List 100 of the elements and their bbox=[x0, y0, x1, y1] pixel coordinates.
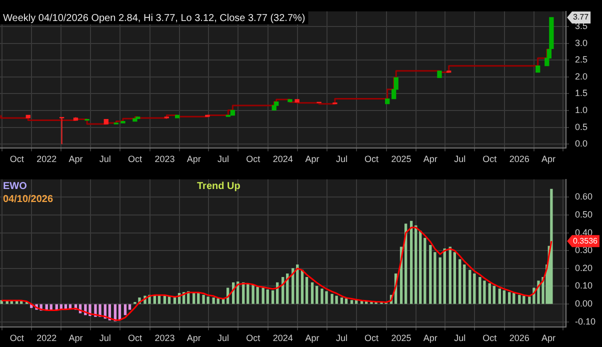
text: 3.77 bbox=[573, 12, 590, 22]
y-tick-label: 0.0 bbox=[575, 138, 588, 149]
bar bbox=[128, 304, 132, 310]
bar bbox=[424, 238, 426, 304]
x-tick-label: Jul bbox=[218, 154, 230, 164]
candlestick bbox=[230, 110, 236, 116]
candlestick bbox=[175, 114, 180, 118]
x-tick-label: Jul bbox=[336, 154, 348, 164]
candlestick bbox=[385, 98, 390, 104]
bar bbox=[340, 297, 344, 304]
bar bbox=[310, 282, 314, 304]
x-tick-label: Oct bbox=[364, 333, 379, 344]
x-tick-label: Jul bbox=[336, 333, 348, 344]
bar bbox=[434, 252, 436, 304]
bar bbox=[206, 296, 210, 304]
x-tick-label: 2025 bbox=[391, 333, 412, 344]
bar bbox=[271, 290, 274, 304]
x-tick-label: 2024 bbox=[272, 154, 293, 164]
candlestick bbox=[437, 70, 442, 78]
x-tick-label: 2023 bbox=[154, 333, 175, 344]
x-tick-label: 2022 bbox=[36, 333, 57, 344]
bar bbox=[256, 286, 259, 304]
bar bbox=[492, 286, 496, 304]
bar bbox=[453, 252, 456, 304]
bar bbox=[550, 188, 553, 304]
text: 0.3536 bbox=[573, 236, 598, 246]
bar bbox=[315, 286, 318, 304]
bar bbox=[483, 280, 486, 304]
x-tick-label: Oct bbox=[482, 154, 498, 164]
x-tick-label: Oct bbox=[364, 154, 379, 164]
bar bbox=[508, 292, 511, 304]
y-tick-label: 0.5 bbox=[575, 122, 588, 132]
bar bbox=[488, 283, 491, 304]
x-tick-label: Oct bbox=[10, 154, 24, 164]
bar bbox=[414, 225, 418, 304]
bar bbox=[473, 273, 476, 304]
bar bbox=[429, 244, 432, 304]
x-tick-label: Oct bbox=[246, 333, 261, 344]
bar bbox=[262, 288, 264, 304]
y-tick-label: 0.40 bbox=[575, 227, 593, 238]
x-tick-label: 2023 bbox=[154, 154, 175, 164]
x-tick-label: Apr bbox=[542, 333, 556, 344]
y-tick-label: 0.00 bbox=[575, 298, 593, 309]
x-tick-label: 2026 bbox=[509, 154, 530, 164]
bar bbox=[448, 246, 452, 304]
x-tick-label: 2022 bbox=[36, 154, 57, 164]
x-tick-label: Oct bbox=[10, 333, 24, 344]
y-tick-label: 0.10 bbox=[575, 280, 593, 291]
bar bbox=[168, 296, 171, 304]
bar bbox=[360, 301, 364, 304]
x-tick-label: Oct bbox=[246, 154, 261, 164]
x-tick-label: Jul bbox=[454, 154, 466, 164]
x-tick-label: Apr bbox=[305, 154, 320, 164]
bar bbox=[118, 304, 122, 320]
y-tick-label: 0.30 bbox=[575, 245, 593, 256]
y-tick-label: 0.50 bbox=[575, 210, 593, 220]
bar bbox=[305, 277, 308, 304]
x-tick-label: Apr bbox=[542, 154, 556, 164]
bar bbox=[163, 296, 166, 304]
bar bbox=[458, 259, 462, 304]
bar bbox=[173, 297, 176, 304]
bar bbox=[216, 298, 220, 304]
x-tick-label: Jul bbox=[99, 333, 111, 344]
bar bbox=[498, 288, 501, 304]
bar bbox=[202, 294, 205, 304]
x-tick-label: Apr bbox=[423, 154, 438, 164]
bar bbox=[468, 270, 472, 304]
x-tick-label: Apr bbox=[68, 154, 83, 164]
y-tick-label: 2.5 bbox=[575, 54, 588, 65]
x-tick-label: 2024 bbox=[272, 333, 293, 344]
bar bbox=[55, 304, 58, 310]
bar bbox=[124, 304, 127, 316]
bar bbox=[502, 290, 506, 304]
y-tick-label: 1.5 bbox=[575, 88, 588, 98]
x-tick-label: Apr bbox=[186, 333, 201, 344]
bar bbox=[419, 230, 422, 304]
candlestick bbox=[294, 99, 300, 102]
x-tick-label: Jul bbox=[218, 333, 230, 344]
x-tick-label: Jul bbox=[99, 154, 111, 164]
y-tick-label: 0.20 bbox=[575, 262, 593, 273]
candlestick bbox=[272, 105, 276, 111]
x-tick-label: 2025 bbox=[391, 154, 412, 164]
bar bbox=[266, 289, 269, 304]
bar bbox=[463, 264, 466, 304]
bar bbox=[518, 294, 521, 304]
text: 04/10/2026 bbox=[3, 194, 54, 206]
x-tick-label: Jul bbox=[454, 333, 466, 344]
x-tick-label: Oct bbox=[128, 154, 142, 164]
annotation: Trend Up bbox=[197, 181, 240, 192]
x-tick-label: Apr bbox=[305, 333, 320, 344]
bar bbox=[212, 297, 215, 304]
bar bbox=[350, 300, 354, 304]
bar bbox=[300, 270, 304, 304]
bar bbox=[410, 220, 413, 304]
y-tick-label: 2.0 bbox=[575, 71, 588, 82]
bar bbox=[438, 257, 442, 304]
bar bbox=[197, 293, 200, 304]
chart-title: EWO bbox=[3, 181, 28, 192]
bar bbox=[478, 277, 482, 304]
x-tick-label: Oct bbox=[128, 333, 142, 344]
